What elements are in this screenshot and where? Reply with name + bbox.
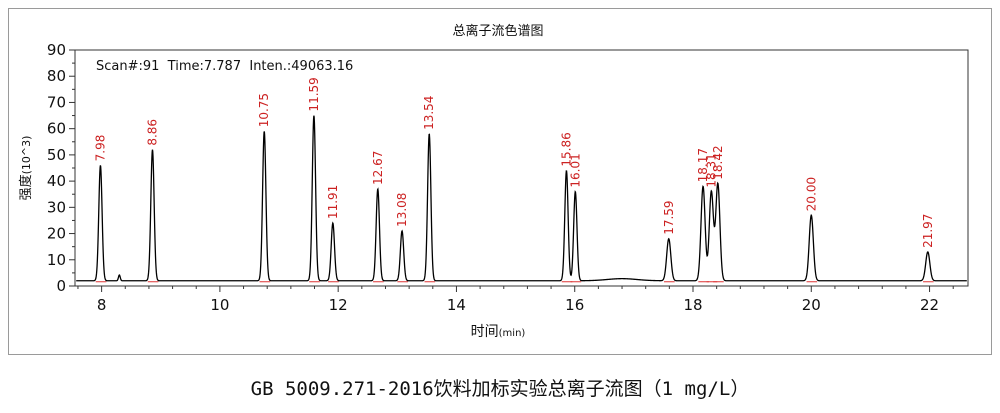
y-axis-unit: (10^3) (20, 136, 33, 175)
x-tick-label: 16 (565, 296, 584, 314)
x-tick-label: 12 (329, 296, 348, 314)
x-tick-label: 22 (920, 296, 939, 314)
peak-label: 15.86 (559, 132, 573, 166)
y-tick-label: 50 (47, 146, 66, 164)
y-tick-label: 80 (47, 67, 66, 85)
peak-label: 13.08 (395, 193, 409, 227)
peak-label: 7.98 (93, 135, 107, 162)
peak-label: 21.97 (921, 214, 935, 248)
y-axis-label-text: 强度 (18, 174, 34, 200)
peak-label: 13.54 (422, 96, 436, 130)
tic-trace-line (76, 115, 967, 282)
peak-label: 17.59 (662, 200, 676, 234)
peak-label: 12.67 (371, 151, 385, 185)
x-axis-unit: (min) (499, 328, 526, 339)
y-tick-label: 0 (56, 277, 66, 295)
chromatogram-chart: 0 10 20 30 40 50 60 70 80 90 8 10 12 14 16 18 20 22 7.98 8… (18, 23, 969, 340)
x-tick-label: 14 (447, 296, 466, 314)
peak-labels: 7.98 8.86 10.75 11.59 11.91 12.67 13.08 13.54 15… (93, 77, 934, 248)
x-axis-label-text: 时间 (471, 324, 499, 340)
y-tick-label: 70 (47, 93, 66, 111)
peak-label: 16.01 (568, 153, 582, 187)
y-tick-label: 60 (47, 120, 66, 138)
x-tick-label: 18 (683, 296, 702, 314)
peak-label: 10.75 (257, 93, 271, 127)
axes: 0 10 20 30 40 50 60 70 80 90 8 10 12 14 16 18 20 22 (47, 41, 969, 314)
peak-label: 20.00 (804, 177, 818, 211)
chart-frame (8, 8, 992, 355)
x-tick-label: 10 (210, 296, 229, 314)
trace-layer (76, 115, 967, 283)
peak-label: 11.59 (307, 77, 321, 111)
peak-label: 18.42 (711, 145, 725, 179)
y-tick-label: 20 (47, 225, 66, 243)
peak-label: 18.31 (704, 153, 718, 187)
chart-title: 总离子流色谱图 (452, 23, 543, 39)
figure-caption: GB 5009.271-2016饮料加标实验总离子流图（1 mg/L） (250, 378, 750, 400)
plot-area-border (74, 49, 969, 287)
scan-info: Scan#:91 Time:7.787 Inten.:49063.16 (96, 59, 353, 74)
x-tick-label: 8 (97, 296, 107, 314)
y-axis-label: 强度(10^3) (18, 136, 34, 201)
y-tick-label: 40 (47, 172, 66, 190)
peak-label: 8.86 (145, 119, 159, 146)
peak-label: 11.91 (326, 185, 340, 219)
y-tick-label: 30 (47, 198, 66, 216)
x-axis-label: 时间(min) (471, 324, 526, 340)
x-tick-label: 20 (802, 296, 821, 314)
y-tick-label: 90 (47, 41, 66, 59)
peak-label: 18.17 (696, 148, 710, 182)
y-tick-label: 10 (47, 251, 66, 269)
